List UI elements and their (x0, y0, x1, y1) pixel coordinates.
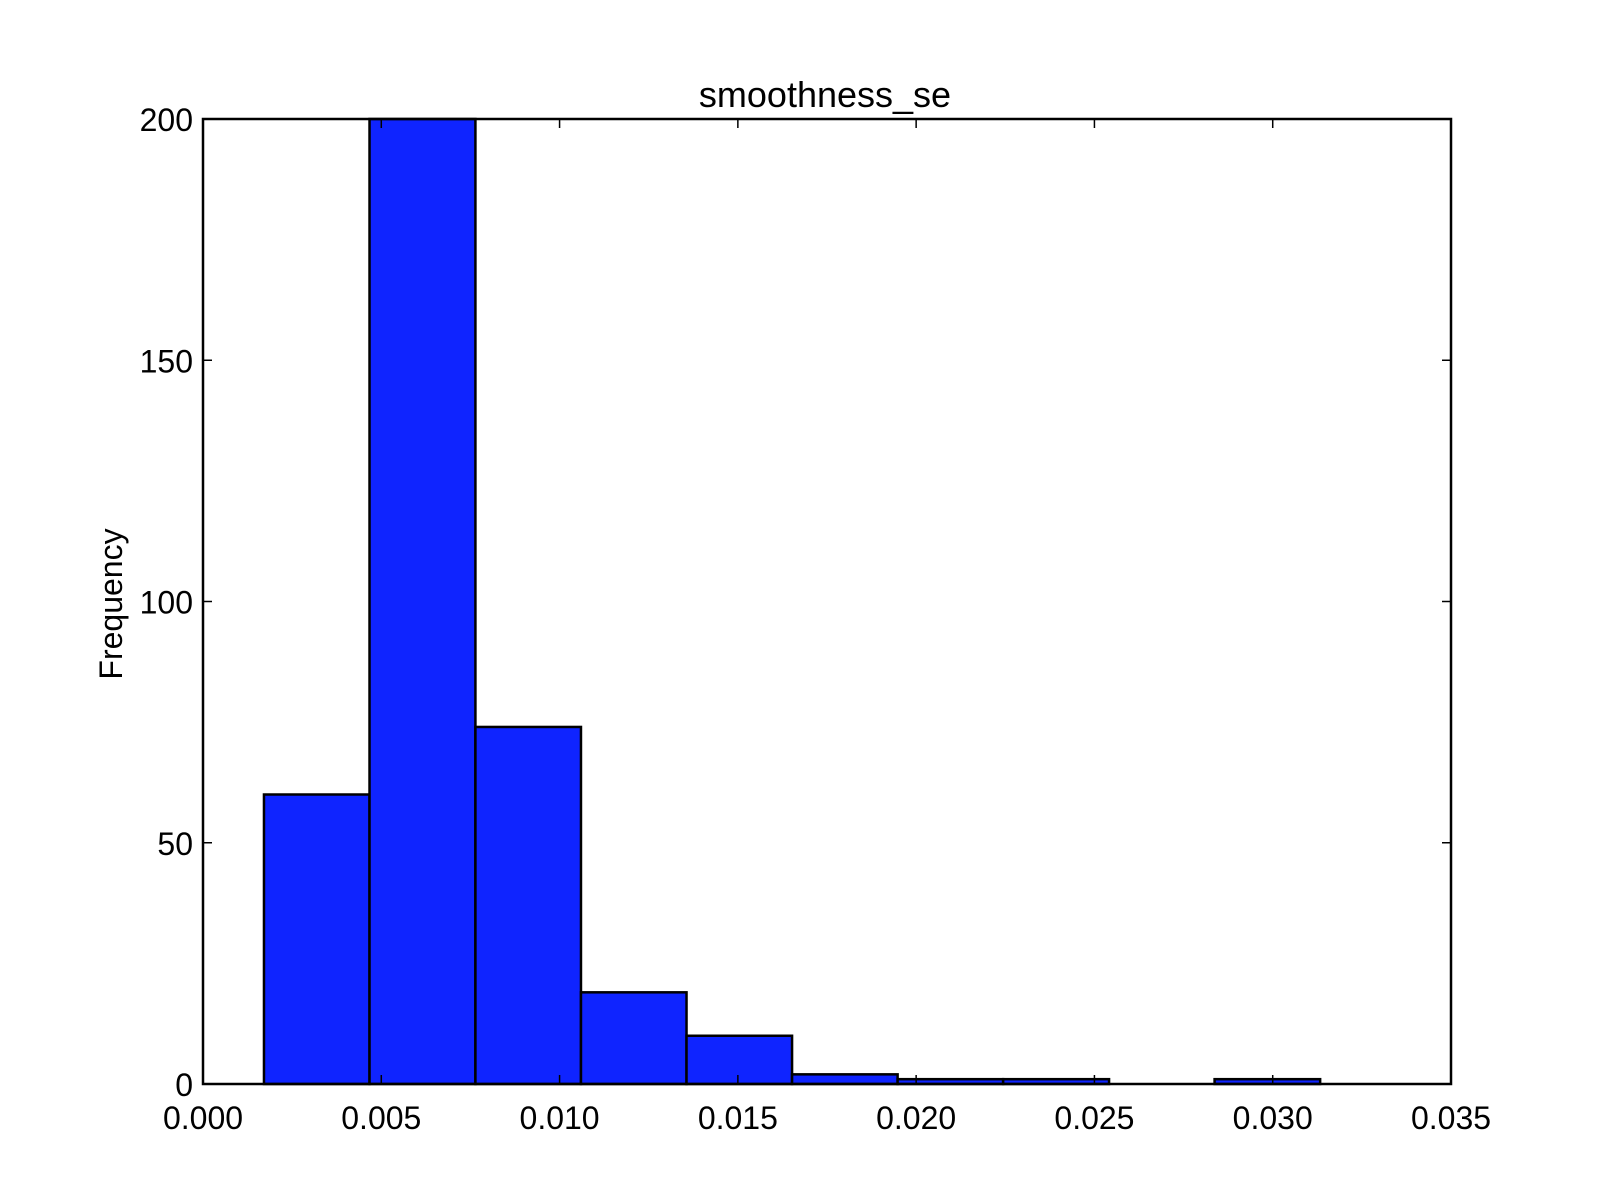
x-tick-label: 0.025 (1054, 1100, 1134, 1136)
histogram-bars (262, 117, 1322, 1086)
histogram-bar (262, 793, 371, 1086)
chart-title: smoothness_se (699, 74, 951, 115)
x-tick-label: 0.030 (1233, 1100, 1313, 1136)
histogram-bar (368, 117, 477, 1086)
y-tick-label: 200 (140, 102, 193, 138)
y-tick-label: 150 (140, 343, 193, 379)
y-tick-label: 0 (175, 1067, 193, 1103)
y-tick-label: 100 (140, 585, 193, 621)
x-tick-label: 0.010 (520, 1100, 600, 1136)
x-tick-label: 0.000 (163, 1100, 243, 1136)
x-tick-label: 0.005 (341, 1100, 421, 1136)
x-tick-label: 0.015 (698, 1100, 778, 1136)
x-tick-label: 0.020 (876, 1100, 956, 1136)
y-tick-label: 50 (157, 826, 193, 862)
axis-tick-labels: 0.000 0.005 0.010 0.015 0.020 0.025 0.030 0.035… (140, 102, 1491, 1136)
x-tick-label: 0.035 (1411, 1100, 1491, 1136)
histogram-bar (790, 1073, 899, 1086)
histogram-bar (474, 725, 583, 1086)
plot-frame (201, 117, 1453, 1086)
histogram-bar (579, 991, 688, 1086)
histogram-bar (685, 1034, 794, 1086)
y-axis-label: Frequency (93, 528, 129, 679)
